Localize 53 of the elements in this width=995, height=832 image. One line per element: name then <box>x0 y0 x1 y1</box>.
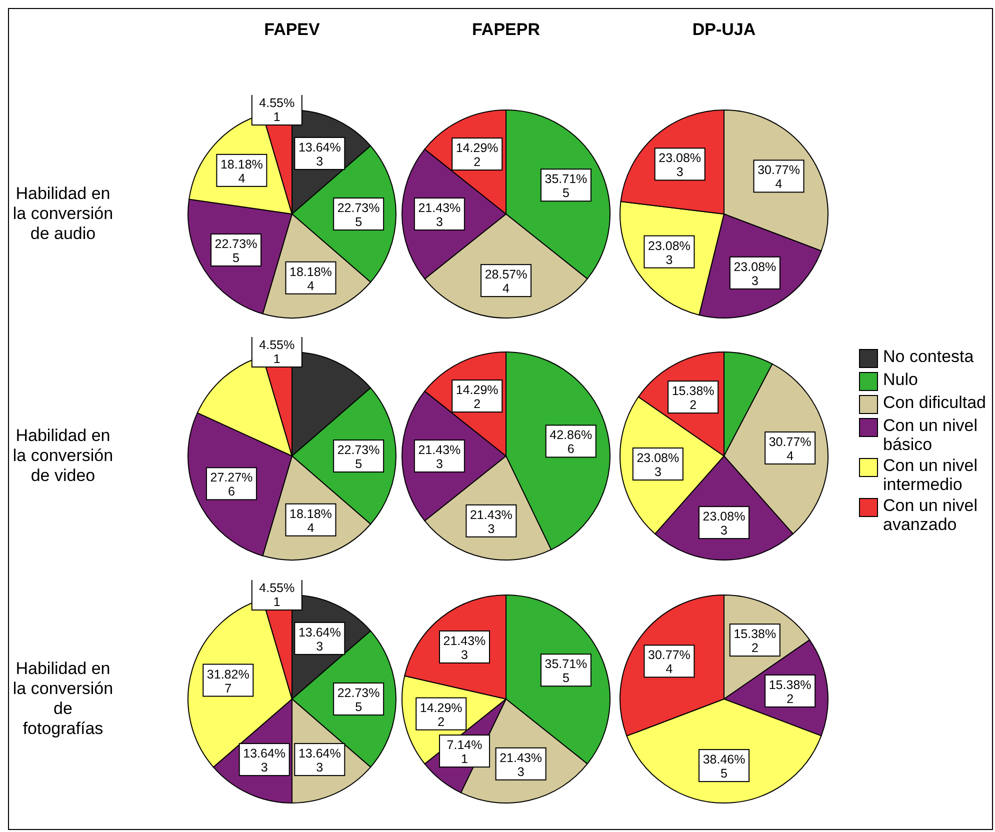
data-label: 18.18% 4 <box>290 264 332 293</box>
text: Habilidad en la conversión de fotografías <box>12 659 114 739</box>
data-label: 13.64% 3 <box>298 746 341 775</box>
legend-label: Con un nivel avanzado <box>883 496 979 534</box>
data-label: 14.29% 2 <box>420 700 462 729</box>
data-label: 35.71% 5 <box>544 172 588 200</box>
text: Habilidad en la conversión de video <box>12 426 114 486</box>
legend-label: Con dificultad <box>883 393 988 412</box>
data-label: 27.27% 6 <box>210 470 253 499</box>
data-label: 30.77% 4 <box>648 648 690 676</box>
data-label: 13.64% 3 <box>298 140 341 168</box>
data-label: 30.77% 4 <box>758 163 800 192</box>
data-label: 22.73% 5 <box>337 443 380 472</box>
data-label: 38.46% 5 <box>702 752 746 781</box>
data-label: 21.43% 3 <box>443 634 486 662</box>
data-label: 31.82% 7 <box>206 667 250 696</box>
data-label: 4.55% 1 <box>259 96 295 124</box>
data-label: 23.08% 3 <box>636 451 680 480</box>
data-label: 23.08% 3 <box>658 151 702 180</box>
data-label: 22.73% 5 <box>214 236 258 265</box>
data-label: 14.29% 2 <box>456 383 498 412</box>
data-label: 13.64% 3 <box>243 746 286 775</box>
data-label: 14.29% 2 <box>456 141 498 170</box>
legend-label: No contesta <box>883 347 975 366</box>
data-label: 22.73% 5 <box>337 201 380 230</box>
data-label: 4.55% 1 <box>259 581 295 609</box>
text: Habilidad en la conversión de audio <box>12 184 114 244</box>
data-label: 18.18% 4 <box>220 157 263 186</box>
chart-title: FAPEV <box>263 20 321 40</box>
legend-label: Con un nivel intermedio <box>883 456 979 494</box>
data-label: 42.86% 6 <box>550 428 592 456</box>
data-label: 15.38% 2 <box>734 627 776 656</box>
data-label: 18.18% 4 <box>290 506 332 535</box>
data-label: 15.38% 2 <box>672 384 714 412</box>
data-label: 4.55% 1 <box>259 338 295 366</box>
data-label: 23.08% 3 <box>734 260 776 288</box>
data-label: 13.64% 3 <box>298 625 341 654</box>
data-label: 21.43% 3 <box>418 443 461 472</box>
data-label: 22.73% 5 <box>337 686 380 714</box>
data-label: 35.71% 5 <box>544 657 588 686</box>
data-label: 23.08% 3 <box>702 510 746 538</box>
data-label: 28.57% 4 <box>484 268 528 296</box>
data-label: 21.43% 3 <box>470 508 512 536</box>
data-label: 21.43% 3 <box>418 201 461 230</box>
legend-label: Con un nivel básico <box>883 416 979 454</box>
data-label: 15.38% 2 <box>768 678 812 706</box>
data-label: 23.08% 3 <box>648 238 690 267</box>
data-label: 30.77% 4 <box>768 434 812 463</box>
chart-title: FAPEPR <box>470 20 542 40</box>
chart-title: DP-UJA <box>691 20 757 40</box>
data-label: 7.14% 1 <box>446 738 482 766</box>
legend-label: Nulo <box>883 370 919 389</box>
data-label: 21.43% 3 <box>500 750 542 779</box>
